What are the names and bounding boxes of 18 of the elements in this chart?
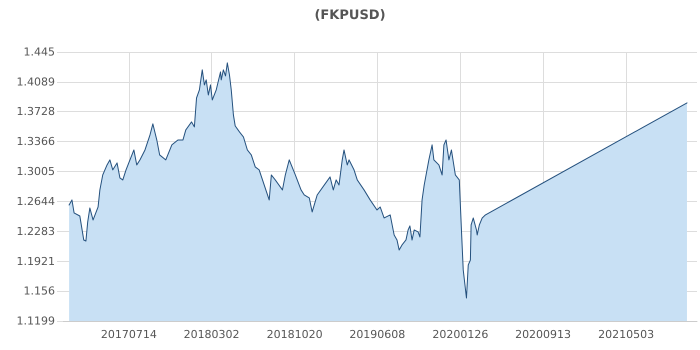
x-tick-label: 20200126 bbox=[432, 328, 488, 341]
y-tick-label: 1.3366 bbox=[16, 135, 55, 148]
x-tick-label: 20180302 bbox=[184, 328, 240, 341]
x-tick-label: 20210503 bbox=[598, 328, 654, 341]
y-tick-label: 1.4089 bbox=[16, 75, 55, 88]
y-tick-label: 1.3728 bbox=[16, 105, 55, 118]
y-tick-label: 1.445 bbox=[24, 46, 55, 58]
y-tick-label: 1.2283 bbox=[16, 224, 55, 238]
y-tick-label: 1.1199 bbox=[16, 314, 55, 328]
x-tick-label: 20200913 bbox=[515, 328, 572, 341]
y-tick-label: 1.2644 bbox=[16, 194, 55, 208]
y-tick-label: 1.3005 bbox=[16, 165, 55, 178]
x-tick-label: 20181020 bbox=[266, 328, 323, 341]
x-tick-label: 20170714 bbox=[100, 328, 157, 341]
y-tick-label: 1.156 bbox=[24, 284, 55, 298]
x-tick-label: 20190608 bbox=[349, 328, 406, 341]
y-tick-label: 1.1921 bbox=[16, 254, 55, 268]
chart-title: (FKPUSD) bbox=[314, 8, 386, 23]
